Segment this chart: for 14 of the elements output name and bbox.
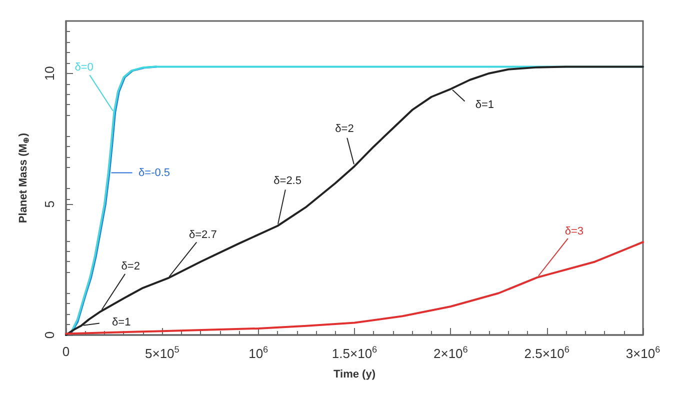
annotation: δ=2.5 bbox=[274, 174, 302, 187]
annotation: δ=3 bbox=[564, 225, 584, 238]
annotation: δ=1 bbox=[112, 316, 131, 329]
annotation: δ=2.7 bbox=[189, 229, 217, 242]
x-tick-label: 0 bbox=[62, 344, 70, 359]
annotation: δ=1 bbox=[475, 99, 494, 112]
x-axis-title: Time (y) bbox=[334, 368, 376, 380]
annotation: δ=0 bbox=[74, 62, 94, 74]
annotation: δ=2 bbox=[335, 123, 354, 136]
y-tick-label: 5 bbox=[42, 200, 57, 208]
annotation: δ=-0.5 bbox=[138, 166, 170, 179]
y-tick-label: 0 bbox=[42, 331, 57, 339]
annotation: δ=2 bbox=[121, 260, 140, 272]
y-tick-label: 10 bbox=[42, 66, 57, 81]
